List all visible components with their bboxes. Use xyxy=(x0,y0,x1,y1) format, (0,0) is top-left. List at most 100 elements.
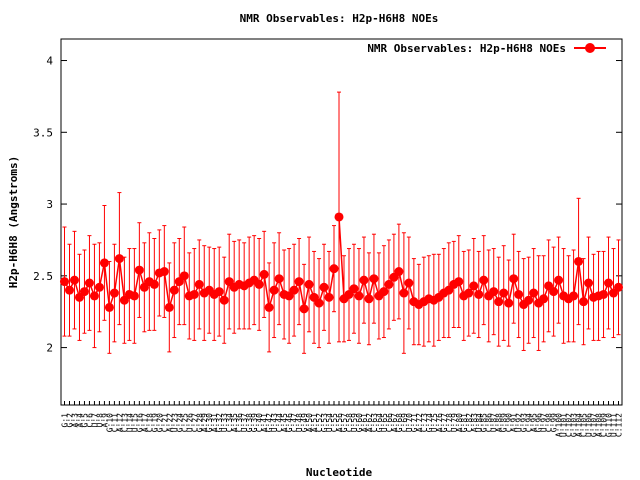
data-point xyxy=(109,288,119,298)
x-tick-label: U:33 xyxy=(220,413,229,432)
legend: NMR Observables: H2p-H6H8 NOEs xyxy=(367,42,606,55)
y-tick-label: 3 xyxy=(46,198,53,211)
data-point xyxy=(79,287,89,297)
x-tick-label: C:86 xyxy=(485,413,494,432)
data-point xyxy=(399,288,409,298)
x-tick-label: G:81 xyxy=(460,413,469,432)
x-tick-label: G:2 xyxy=(65,413,74,428)
plot-frame xyxy=(60,38,623,406)
x-tick-label: C:109 xyxy=(600,413,609,437)
x-tick-label: C:90 xyxy=(505,413,514,432)
y-axis-label: H2p-H6H8 (Angstroms) xyxy=(7,156,20,288)
x-tick-label: C:18 xyxy=(145,413,154,432)
x-tick-label: A:72 xyxy=(415,413,424,432)
data-point xyxy=(219,295,229,305)
x-tick-label: C:13 xyxy=(120,413,129,432)
x-tick-label: U:7 xyxy=(90,413,99,428)
x-tick-label: G:71 xyxy=(410,413,419,432)
x-tick-label: C:102 xyxy=(565,413,574,437)
x-tick-label: C:98 xyxy=(545,413,554,432)
data-point xyxy=(454,277,464,287)
data-point xyxy=(494,297,504,307)
x-tick-label: C:58 xyxy=(345,413,354,432)
x-tick-label: G:99 xyxy=(550,413,559,432)
x-tick-label: G:77 xyxy=(440,413,449,432)
x-tick-label: G:28 xyxy=(195,413,204,432)
x-tick-label: U:84 xyxy=(475,413,484,432)
x-tick-label: U:23 xyxy=(170,413,179,432)
data-point xyxy=(489,287,499,297)
x-tick-label: G:64 xyxy=(375,413,384,432)
x-tick-label: C:73 xyxy=(420,413,429,432)
data-point xyxy=(64,285,74,295)
data-point xyxy=(584,278,594,288)
x-tick-label: C:105 xyxy=(580,413,589,437)
x-tick-label: A:108 xyxy=(595,413,604,437)
data-point xyxy=(529,288,539,298)
x-tick-label: C:27 xyxy=(190,413,199,432)
x-tick-label: U:15 xyxy=(130,413,139,432)
data-point xyxy=(349,284,359,294)
x-tick-label: C:94 xyxy=(525,413,534,432)
data-point xyxy=(134,265,144,275)
x-tick-label: A:3 xyxy=(70,413,79,428)
data-point xyxy=(524,295,534,305)
data-point xyxy=(299,304,309,314)
legend-label: NMR Observables: H2p-H6H8 NOEs xyxy=(367,42,566,55)
x-tick-label: G:53 xyxy=(320,413,329,432)
data-point xyxy=(569,291,579,301)
x-tick-label: U:106 xyxy=(585,413,594,437)
data-point xyxy=(324,292,334,302)
data-point xyxy=(89,291,99,301)
x-tick-label: U:92 xyxy=(515,413,524,432)
data-point xyxy=(159,267,169,277)
data-point xyxy=(509,274,519,284)
data-point xyxy=(304,279,314,289)
x-tick-label: G:110 xyxy=(605,413,614,437)
data-point xyxy=(149,279,159,289)
x-tick-label: U:48 xyxy=(295,413,304,432)
data-point xyxy=(554,275,564,285)
x-tick-label: C:63 xyxy=(370,413,379,432)
x-tick-label: G:89 xyxy=(500,413,509,432)
data-point xyxy=(499,288,509,298)
data-point xyxy=(514,289,524,299)
x-tick-label: A:45 xyxy=(280,413,289,432)
x-tick-label: C:55 xyxy=(330,413,339,432)
x-tick-label: G:68 xyxy=(395,413,404,432)
x-tick-label: A:88 xyxy=(495,413,504,432)
x-tick-label: U:111 xyxy=(610,413,619,437)
x-tick-label: G:24 xyxy=(175,413,184,432)
data-point xyxy=(269,285,279,295)
x-tick-label: G:38 xyxy=(245,413,254,432)
x-tick-label: C:44 xyxy=(275,413,284,432)
x-tick-label: G:107 xyxy=(590,413,599,437)
x-tick-label: C:25 xyxy=(180,413,189,432)
x-tick-label: C:52 xyxy=(315,413,324,432)
x-tick-label: U:87 xyxy=(490,413,499,432)
x-tick-label: G:16 xyxy=(135,413,144,432)
data-point xyxy=(379,287,389,297)
x-axis-label: Nucleotide xyxy=(306,466,373,479)
x-tick-label: C:6 xyxy=(85,413,94,428)
data-point xyxy=(599,289,609,299)
data-point xyxy=(214,287,224,297)
x-tick-label: A:61 xyxy=(360,413,369,432)
x-tick-label: U:65 xyxy=(380,413,389,432)
x-tick-label: G:60 xyxy=(355,413,364,432)
x-tick-label: A:17 xyxy=(140,413,149,432)
x-tick-label: A:41 xyxy=(260,413,269,432)
data-point xyxy=(289,285,299,295)
y-tick-label: 2.5 xyxy=(33,270,53,283)
data-point xyxy=(254,279,264,289)
x-tick-label: G:10 xyxy=(105,413,114,432)
x-tick-label: A:56 xyxy=(335,413,344,432)
x-tick-label: U:79 xyxy=(450,413,459,432)
data-point xyxy=(194,279,204,289)
y-tick-label: 4 xyxy=(46,55,53,68)
x-tick-label: U:97 xyxy=(540,413,549,432)
data-point xyxy=(329,264,339,274)
x-tick-label: A:22 xyxy=(165,413,174,432)
x-tick-label: A:62 xyxy=(365,413,374,432)
data-point xyxy=(264,302,274,312)
